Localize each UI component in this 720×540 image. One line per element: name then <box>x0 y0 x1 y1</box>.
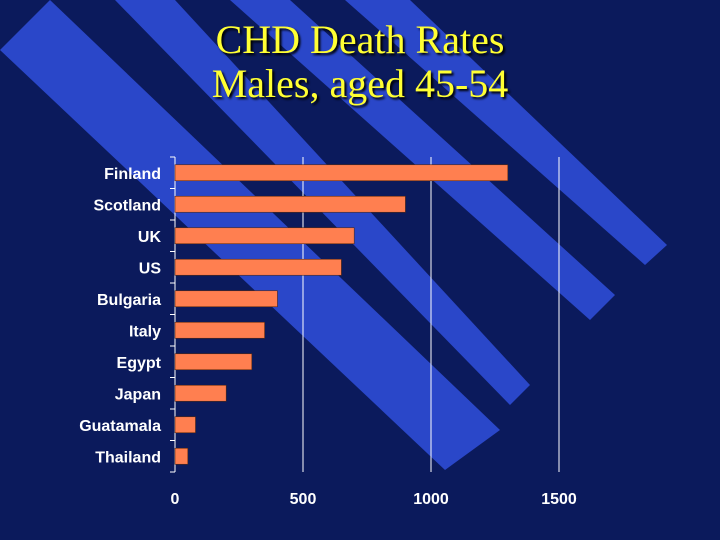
background-stripe <box>345 0 667 265</box>
category-label: Scotland <box>93 197 161 214</box>
slide-title: CHD Death Rates Males, aged 45-54 <box>0 18 720 106</box>
bar <box>174 227 355 245</box>
category-label: Thailand <box>95 449 161 466</box>
bar <box>174 164 509 182</box>
category-label: Bulgaria <box>97 292 161 309</box>
category-label: Italy <box>129 323 161 340</box>
x-tick-label: 0 <box>171 491 180 508</box>
x-tick-label: 1000 <box>413 491 449 508</box>
background-stripe <box>230 0 615 320</box>
category-label: Egypt <box>117 355 162 372</box>
bar <box>174 384 227 402</box>
bar <box>174 447 189 465</box>
bar <box>174 290 278 308</box>
bar <box>174 195 406 213</box>
category-label: Japan <box>115 386 161 403</box>
bar <box>174 416 196 434</box>
category-label: Finland <box>104 166 161 183</box>
bar <box>174 258 342 276</box>
bar <box>174 353 253 371</box>
title-line-1: CHD Death Rates <box>215 17 505 62</box>
category-label: US <box>139 260 162 277</box>
title-line-2: Males, aged 45-54 <box>211 61 509 106</box>
x-tick-label: 1500 <box>541 491 577 508</box>
x-tick-label: 500 <box>290 491 317 508</box>
category-label: Guatamala <box>79 418 161 435</box>
bar <box>174 321 265 339</box>
category-label: UK <box>138 229 162 246</box>
